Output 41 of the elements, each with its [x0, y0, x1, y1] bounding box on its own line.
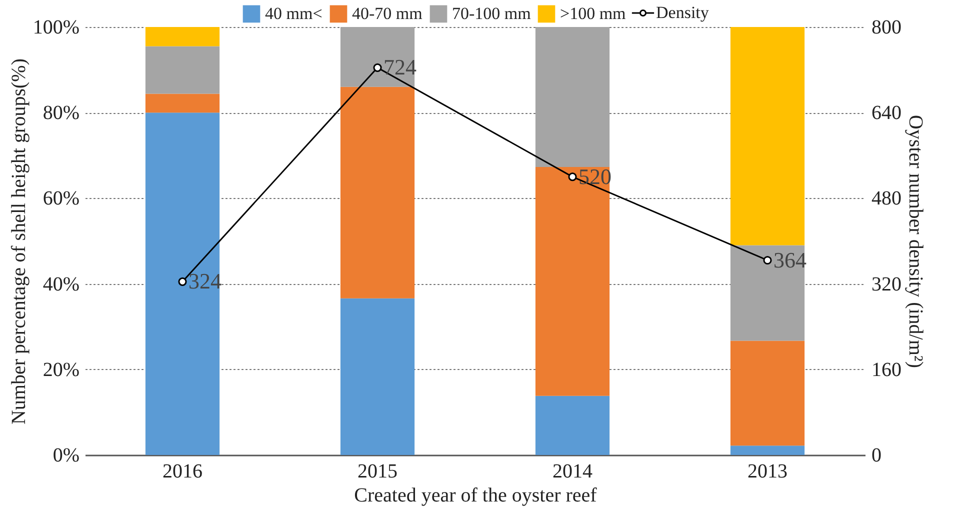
bar [340, 298, 415, 455]
legend-label: Density [656, 3, 710, 22]
bar [535, 166, 610, 396]
y2-tick-label: 800 [872, 16, 902, 38]
bar [145, 46, 220, 94]
legend-label: 40 mm< [265, 4, 322, 23]
bar [535, 27, 610, 167]
y-tick-label: 80% [42, 102, 80, 124]
legend-label: >100 mm [560, 4, 626, 23]
y-tick-label: 40% [42, 273, 80, 296]
x-tick-label: 2014 [552, 460, 592, 482]
bar [730, 245, 805, 341]
bar [340, 86, 415, 298]
y-tick-label: 20% [42, 358, 80, 381]
x-axis-title: Created year of the oyster reef [354, 484, 598, 506]
bar [730, 340, 805, 446]
bar [145, 27, 220, 46]
point [373, 63, 382, 72]
legend-label: 40-70 mm [352, 4, 422, 23]
y-axis-title: Number percentage of shell height groups(%) [8, 58, 30, 424]
bar [730, 27, 805, 246]
x-tick-label: 2013 [748, 460, 788, 482]
y2-tick-label: 480 [872, 188, 902, 210]
x-tick-label: 2015 [358, 460, 398, 482]
bar [730, 446, 805, 455]
point [178, 277, 187, 286]
point [568, 172, 577, 182]
x-tick-label: 2016 [162, 460, 202, 482]
y2-tick-label: 640 [872, 102, 902, 124]
y2-tick-label: 320 [872, 273, 902, 296]
bar [535, 396, 610, 455]
point [763, 256, 772, 265]
y2-axis-title: Oyster number density (ind/m²) [904, 114, 926, 368]
y-tick-label: 100% [32, 16, 80, 38]
legend-label: 70-100 mm [452, 4, 531, 23]
y2-tick-label: 160 [872, 358, 902, 381]
y-tick-label: 60% [42, 188, 80, 210]
bar [145, 94, 220, 113]
y2-tick-label: 0 [872, 444, 882, 466]
bar [145, 112, 220, 455]
y-tick-label: 0% [52, 444, 80, 466]
